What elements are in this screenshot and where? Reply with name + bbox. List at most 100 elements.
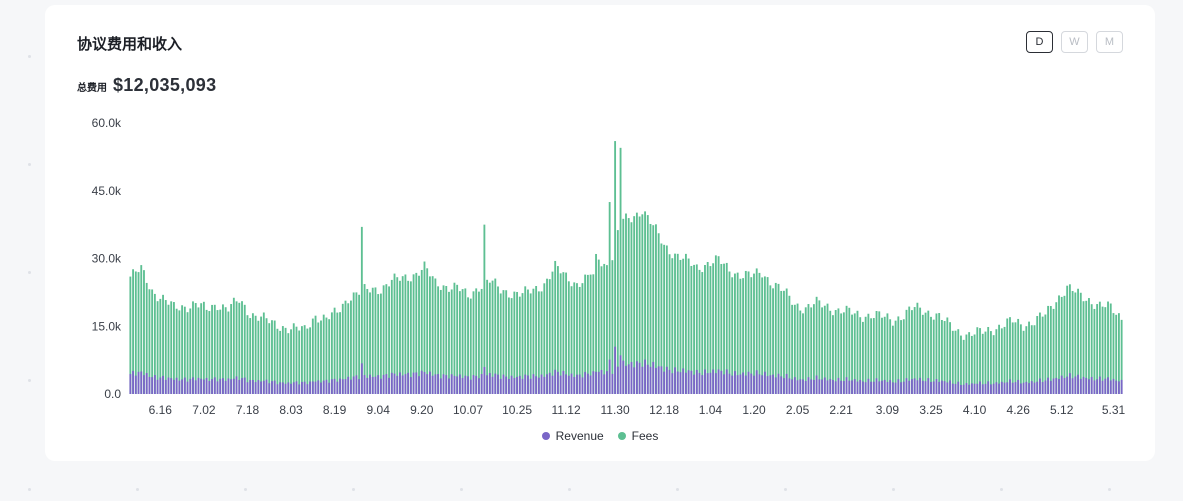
revenue-bar[interactable] <box>761 375 764 394</box>
fees-bar[interactable] <box>930 316 932 394</box>
revenue-bar[interactable] <box>646 364 649 394</box>
revenue-bar[interactable] <box>1090 376 1093 394</box>
fees-bar[interactable] <box>556 266 559 394</box>
revenue-bar[interactable] <box>230 379 233 394</box>
revenue-bar[interactable] <box>371 376 374 394</box>
fees-bar[interactable] <box>772 288 774 394</box>
fees-bar[interactable] <box>173 302 175 394</box>
revenue-bar[interactable] <box>189 378 192 394</box>
revenue-bar[interactable] <box>1120 379 1123 394</box>
revenue-bar[interactable] <box>725 369 728 394</box>
fees-bar[interactable] <box>401 276 404 394</box>
fees-bar[interactable] <box>630 222 633 394</box>
fees-bar[interactable] <box>350 300 352 394</box>
fees-bar[interactable] <box>134 271 137 394</box>
revenue-bar[interactable] <box>559 375 562 394</box>
fees-bar[interactable] <box>1022 330 1025 394</box>
revenue-bar[interactable] <box>344 379 347 394</box>
fees-bar[interactable] <box>1077 288 1079 394</box>
revenue-bar[interactable] <box>486 375 489 394</box>
revenue-bar[interactable] <box>350 379 352 394</box>
fees-bar[interactable] <box>431 276 434 394</box>
fees-bar[interactable] <box>848 307 851 394</box>
revenue-bar[interactable] <box>946 382 949 394</box>
revenue-bar[interactable] <box>829 379 832 394</box>
fees-bar[interactable] <box>273 320 276 394</box>
fees-bar[interactable] <box>870 318 873 394</box>
fees-bar[interactable] <box>842 312 845 394</box>
fees-bar[interactable] <box>211 304 213 394</box>
fees-bar[interactable] <box>1025 326 1028 394</box>
fees-bar[interactable] <box>469 298 472 394</box>
fees-bar[interactable] <box>750 277 753 394</box>
fees-bar[interactable] <box>186 312 189 394</box>
fees-bar[interactable] <box>682 258 685 394</box>
revenue-bar[interactable] <box>347 376 350 394</box>
revenue-bar[interactable] <box>178 380 181 394</box>
fees-bar[interactable] <box>900 320 902 394</box>
fees-bar[interactable] <box>586 274 589 394</box>
revenue-bar[interactable] <box>1115 380 1118 394</box>
revenue-bar[interactable] <box>249 380 252 394</box>
revenue-bar[interactable] <box>742 372 745 394</box>
fees-bar[interactable] <box>311 318 314 394</box>
fees-bar[interactable] <box>200 303 203 394</box>
revenue-bar[interactable] <box>513 377 516 394</box>
revenue-bar[interactable] <box>309 381 312 394</box>
revenue-bar[interactable] <box>900 382 902 394</box>
fees-bar[interactable] <box>984 331 987 394</box>
fees-bar[interactable] <box>712 263 715 394</box>
revenue-bar[interactable] <box>774 377 777 394</box>
revenue-bar[interactable] <box>260 381 262 394</box>
fees-bar[interactable] <box>301 326 303 394</box>
fees-bar[interactable] <box>747 271 750 394</box>
fees-bar[interactable] <box>303 325 306 394</box>
fees-bar[interactable] <box>611 260 614 394</box>
revenue-bar[interactable] <box>908 380 911 394</box>
revenue-bar[interactable] <box>409 377 412 394</box>
revenue-bar[interactable] <box>611 373 614 394</box>
fees-bar[interactable] <box>249 318 252 394</box>
fees-bar[interactable] <box>129 276 132 394</box>
fees-bar[interactable] <box>1101 306 1104 394</box>
revenue-bar[interactable] <box>818 379 821 394</box>
revenue-bar[interactable] <box>589 375 592 394</box>
revenue-bar[interactable] <box>954 383 957 394</box>
fees-bar[interactable] <box>788 295 791 394</box>
fees-bar[interactable] <box>339 312 341 394</box>
revenue-bar[interactable] <box>695 369 698 394</box>
revenue-bar[interactable] <box>616 366 619 394</box>
revenue-bar[interactable] <box>284 383 287 394</box>
revenue-bar[interactable] <box>548 372 551 394</box>
revenue-bar[interactable] <box>902 381 905 394</box>
fees-bar[interactable] <box>1098 301 1101 394</box>
fees-bar[interactable] <box>979 328 981 394</box>
revenue-bar[interactable] <box>145 372 148 394</box>
fees-bar[interactable] <box>1041 316 1044 394</box>
revenue-bar[interactable] <box>423 372 426 394</box>
fees-bar[interactable] <box>965 334 968 394</box>
revenue-bar[interactable] <box>1104 378 1107 394</box>
period-button-day[interactable]: D <box>1026 31 1053 53</box>
fees-bar[interactable] <box>224 307 227 394</box>
revenue-bar[interactable] <box>584 371 587 394</box>
revenue-bar[interactable] <box>878 381 881 394</box>
fees-bar[interactable] <box>497 286 499 394</box>
revenue-bar[interactable] <box>306 384 309 394</box>
fees-bar[interactable] <box>638 216 641 394</box>
revenue-bar[interactable] <box>791 379 794 394</box>
fees-bar[interactable] <box>938 313 941 394</box>
revenue-bar[interactable] <box>458 374 461 394</box>
revenue-bar[interactable] <box>148 377 151 394</box>
revenue-bar[interactable] <box>382 374 385 394</box>
fees-bar[interactable] <box>957 329 960 394</box>
fees-bar[interactable] <box>366 288 369 394</box>
fees-bar[interactable] <box>619 147 622 394</box>
revenue-bar[interactable] <box>262 380 265 394</box>
revenue-bar[interactable] <box>241 378 243 394</box>
fees-bar[interactable] <box>872 318 875 394</box>
fees-bar[interactable] <box>145 282 148 394</box>
revenue-bar[interactable] <box>979 381 981 394</box>
fees-bar[interactable] <box>426 268 429 394</box>
revenue-bar[interactable] <box>581 377 584 394</box>
